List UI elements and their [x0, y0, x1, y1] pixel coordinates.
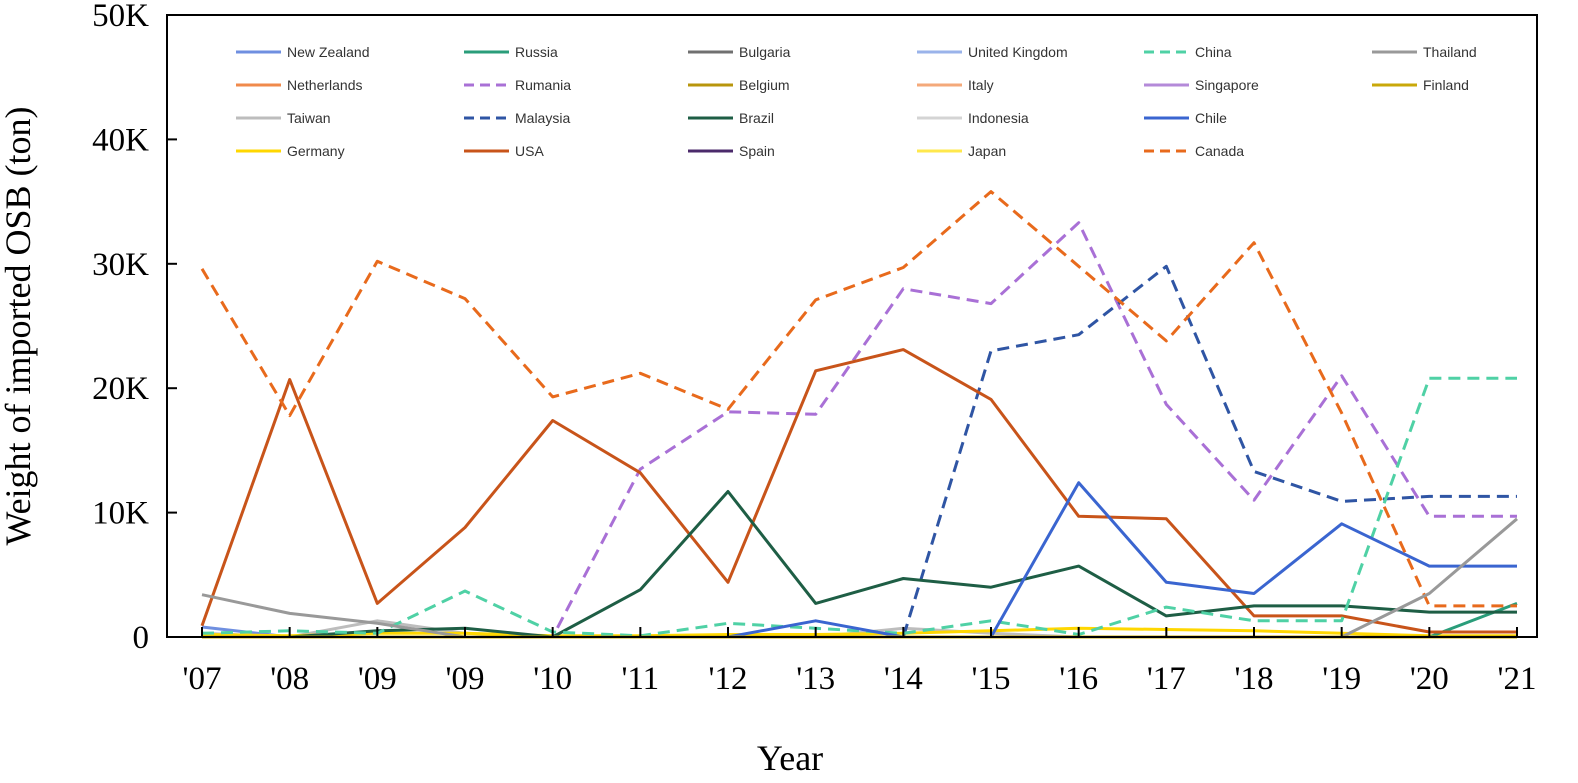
x-tick-label: '16 [1059, 661, 1098, 697]
series-line-china [201, 376, 1517, 638]
y-tick-label: 0 [133, 620, 150, 656]
legend-label-bulgaria: Bulgaria [739, 44, 791, 60]
legend-label-germany: Germany [287, 143, 345, 159]
y-tick-label: 50K [92, 0, 149, 34]
x-tick-label: '09 [446, 661, 485, 697]
series-line-chile [202, 481, 1517, 639]
x-tick-label: '17 [1147, 661, 1186, 697]
legend-label-china: China [1195, 44, 1232, 60]
legend-label-thailand: Thailand [1423, 44, 1477, 60]
x-tick-label: '21 [1498, 661, 1537, 697]
series-line-germany [201, 626, 1517, 638]
x-axis-title: Year [757, 738, 823, 778]
legend-label-finland: Finland [1423, 77, 1469, 93]
x-tick-label: '14 [884, 661, 923, 697]
x-tick-label: '10 [533, 661, 572, 697]
legend-label-italy: Italy [968, 77, 994, 93]
legend-label-malaysia: Malaysia [515, 110, 570, 126]
series-line-rumania [202, 221, 1517, 639]
legend-label-russia: Russia [515, 44, 558, 60]
x-tick-label: '12 [709, 661, 748, 697]
legend-label-singapore: Singapore [1195, 77, 1259, 93]
legend-label-spain: Spain [739, 143, 775, 159]
legend-label-united-kingdom: United Kingdom [968, 44, 1068, 60]
x-tick-label: '19 [1322, 661, 1361, 697]
series-line-thailand [201, 517, 1518, 639]
legend-label-chile: Chile [1195, 110, 1227, 126]
x-tick-label: '18 [1235, 661, 1274, 697]
x-tick-label: '20 [1410, 661, 1449, 697]
legend-label-netherlands: Netherlands [287, 77, 363, 93]
series-line-malaysia [202, 264, 1517, 639]
legend-label-new-zealand: New Zealand [287, 44, 370, 60]
x-tick-label: '07 [183, 661, 222, 697]
axis-ticks: 0 10K 20K 30K 40K 50K '07 '08 '09 '09 '10 '11 '12 '13… [92, 0, 1536, 697]
x-tick-label: '09 [358, 661, 397, 697]
legend-label-canada: Canada [1195, 143, 1244, 159]
legend-label-japan: Japan [968, 143, 1006, 159]
legend-label-usa: USA [515, 143, 544, 159]
legend-label-brazil: Brazil [739, 110, 774, 126]
series-line-usa [200, 348, 1517, 634]
plot-frame [166, 14, 1538, 638]
y-tick-label: 20K [92, 371, 149, 407]
y-tick-label: 30K [92, 247, 149, 283]
x-tick-label: '08 [270, 661, 309, 697]
legend-label-belgium: Belgium [739, 77, 790, 93]
legend-label-indonesia: Indonesia [968, 110, 1029, 126]
y-tick-label: 10K [92, 496, 149, 532]
legend-label-rumania: Rumania [515, 77, 571, 93]
y-axis-title: Weight of imported OSB (ton) [0, 106, 38, 545]
series-line-canada [200, 190, 1517, 608]
legend: New Zealand Netherlands Taiwan Germany Russi… [236, 44, 1477, 159]
x-tick-label: '13 [796, 661, 835, 697]
series-lines [200, 190, 1518, 639]
legend-label-taiwan: Taiwan [287, 110, 331, 126]
y-tick-label: 40K [92, 122, 149, 158]
x-tick-label: '11 [621, 661, 659, 697]
x-tick-label: '15 [972, 661, 1011, 697]
